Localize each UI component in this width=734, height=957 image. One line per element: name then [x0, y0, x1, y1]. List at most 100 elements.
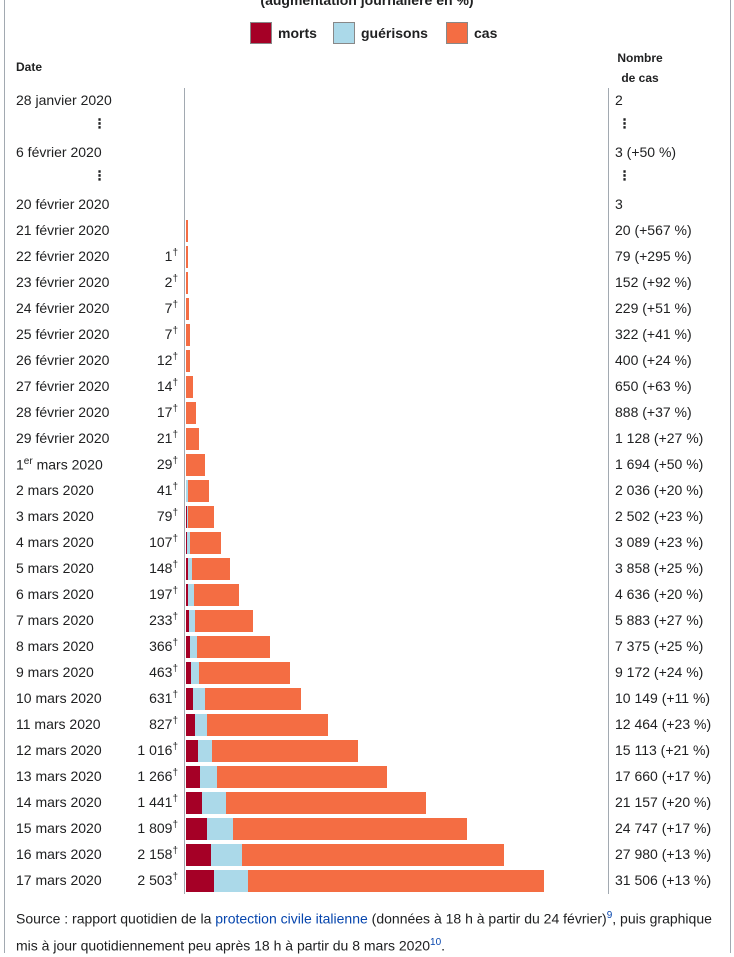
legend-label-recovered: guérisons [361, 25, 428, 41]
data-row: 17 mars 2020 2 503† 31 506 (+13 %) [0, 868, 734, 894]
row-cases-label: 2 036 (+20 %) [615, 482, 704, 498]
header-cases-line2: de cas [621, 71, 659, 85]
dagger-mark: † [172, 507, 178, 519]
row-cases-label: 5 883 (+27 %) [615, 612, 704, 628]
dagger-mark: † [172, 403, 178, 415]
bar-deaths [186, 844, 211, 866]
bar-recovered [214, 870, 248, 892]
bar-cases [186, 454, 206, 476]
bar-recovered [190, 636, 197, 658]
row-date: 27 février 2020 [16, 378, 110, 394]
row-cases-label: 3 089 (+23 %) [615, 534, 704, 550]
chart-title: (augmentation journalière en %) [260, 0, 474, 8]
bar-recovered [195, 714, 208, 736]
bar-cases [216, 766, 387, 788]
dagger-mark: † [172, 689, 178, 701]
row-date: 20 février 2020 [16, 196, 110, 212]
data-row: 5 mars 2020 148† 3 858 (+25 %) [0, 556, 734, 582]
row-date: 22 février 2020 [16, 248, 110, 264]
row-deaths-label: 17† [156, 403, 178, 420]
dagger-mark: † [172, 247, 178, 259]
header-date: Date [16, 60, 43, 74]
row-cases-label: 10 149 (+11 %) [615, 690, 711, 706]
bar-recovered [193, 688, 205, 710]
dagger-mark: † [172, 299, 178, 311]
row-cases-label: 17 660 (+17 %) [615, 768, 712, 784]
row-deaths-label: 21† [156, 429, 178, 446]
bar-recovered [197, 740, 212, 762]
dagger-mark: † [172, 585, 178, 597]
row-date: 11 mars 2020 [16, 716, 101, 732]
bar-cases [187, 480, 210, 502]
row-deaths-label: 107† [149, 533, 178, 550]
data-row: 22 février 2020 1† 79 (+295 %) [0, 244, 734, 270]
dagger-mark: † [172, 767, 178, 779]
legend-label-deaths: morts [278, 25, 317, 41]
bar-cases [186, 298, 189, 320]
data-row: 29 février 2020 21† 1 128 (+27 %) [0, 426, 734, 452]
dagger-mark: † [172, 637, 178, 649]
data-row: 16 mars 2020 2 158† 27 980 (+13 %) [0, 842, 734, 868]
dagger-mark: † [172, 455, 178, 467]
row-deaths-label: 366† [149, 637, 178, 654]
gap-row: ⁝ ⁝ [0, 114, 734, 140]
row-cases-label: 3 858 (+25 %) [615, 560, 704, 576]
row-deaths-label: 1 016† [137, 741, 178, 758]
row-deaths-label: 2† [164, 273, 178, 290]
legend-swatch-cases [446, 22, 468, 44]
row-date: 2 mars 2020 [16, 482, 94, 498]
row-date: 23 février 2020 [16, 274, 110, 290]
row-cases-label: 2 [615, 92, 623, 108]
header-cases: Nombre de cas [600, 48, 680, 88]
bar-deaths [186, 766, 201, 788]
row-date: 1er mars 2020 [16, 456, 103, 473]
data-row: 24 février 2020 7† 229 (+51 %) [0, 296, 734, 322]
row-cases-label: 31 506 (+13 %) [615, 872, 712, 888]
dagger-mark: † [172, 715, 178, 727]
bar-cases [186, 402, 197, 424]
bar-recovered [187, 532, 191, 554]
data-row: 1er mars 2020 29† 1 694 (+50 %) [0, 452, 734, 478]
bar-cases [207, 714, 328, 736]
bar-deaths [186, 636, 191, 658]
gap-ellipsis-cases: ⁝ [622, 168, 628, 185]
row-date: 24 février 2020 [16, 300, 110, 316]
source-prefix: Source : rapport quotidien de la [16, 910, 216, 927]
bar-deaths [186, 688, 194, 710]
row-deaths-label: 1 809† [137, 819, 178, 836]
row-cases-label: 400 (+24 %) [615, 352, 692, 368]
source-suffix: . [441, 937, 446, 954]
source-note: Source : rapport quotidien de la protect… [16, 904, 722, 957]
data-row: 8 mars 2020 366† 7 375 (+25 %) [0, 634, 734, 660]
dagger-mark: † [172, 481, 178, 493]
data-row: 6 février 2020 3 (+50 %) [0, 140, 734, 166]
source-link[interactable]: protection civile italienne [215, 910, 368, 927]
bar-deaths [186, 610, 189, 632]
row-deaths-label: 7† [164, 325, 178, 342]
row-cases-label: 650 (+63 %) [615, 378, 692, 394]
source-ref-1[interactable]: 9 [606, 910, 613, 921]
row-cases-label: 3 (+50 %) [615, 144, 677, 160]
dagger-mark: † [172, 325, 178, 337]
legend-swatch-recovered [333, 22, 355, 44]
row-date: 14 mars 2020 [16, 794, 102, 810]
row-cases-label: 79 (+295 %) [615, 248, 692, 264]
source-ref-2[interactable]: 10 [430, 936, 442, 948]
data-row: 3 mars 2020 79† 2 502 (+23 %) [0, 504, 734, 530]
row-date: 21 février 2020 [16, 222, 110, 238]
row-date: 29 février 2020 [16, 430, 110, 446]
row-cases-label: 888 (+37 %) [615, 404, 692, 420]
bar-cases [186, 324, 190, 346]
row-cases-label: 12 464 (+23 %) [615, 716, 712, 732]
bar-cases [241, 844, 504, 866]
header-cases-line1: Nombre [617, 51, 663, 65]
row-deaths-label: 148† [149, 559, 178, 576]
gap-ellipsis-date: ⁝ [97, 116, 103, 133]
bar-recovered [206, 818, 234, 840]
dagger-mark: † [172, 845, 178, 857]
dagger-mark: † [172, 273, 178, 285]
row-date: 8 mars 2020 [16, 638, 94, 654]
bar-deaths [186, 792, 203, 814]
row-date: 16 mars 2020 [16, 846, 102, 862]
data-row: 6 mars 2020 197† 4 636 (+20 %) [0, 582, 734, 608]
